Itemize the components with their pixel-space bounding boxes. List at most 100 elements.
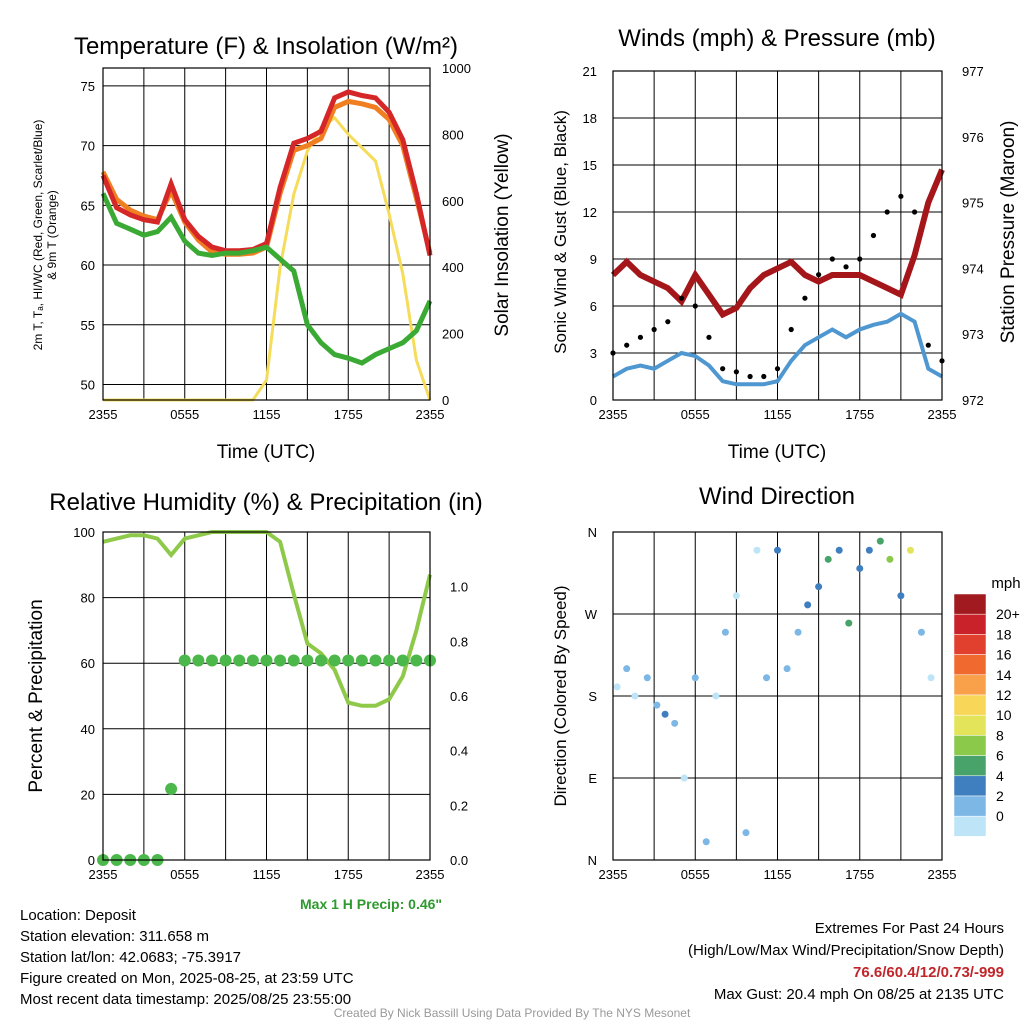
x-tick-label: 1155 bbox=[253, 407, 281, 422]
gust-point bbox=[706, 334, 712, 340]
precip-point bbox=[342, 654, 355, 667]
y2-tick-label: 400 bbox=[442, 260, 464, 275]
legend-swatch bbox=[953, 795, 987, 817]
gust-point bbox=[816, 272, 822, 278]
gust-point bbox=[720, 366, 726, 372]
y2-tick-label: 975 bbox=[962, 196, 984, 211]
gust-point bbox=[678, 295, 685, 301]
precip-point bbox=[287, 654, 300, 667]
precip-point bbox=[165, 782, 178, 795]
gust-point bbox=[898, 193, 904, 199]
wind-direction-point bbox=[783, 665, 791, 673]
gust-point bbox=[624, 342, 630, 348]
x-tick-label: 0555 bbox=[681, 407, 710, 422]
wind-direction-point bbox=[653, 701, 661, 709]
x-tick-label: 0555 bbox=[681, 867, 710, 882]
wind-direction-point bbox=[794, 628, 802, 636]
precip-point bbox=[328, 654, 341, 667]
extremes-line2: (High/Low/Max Wind/Precipitation/Snow De… bbox=[688, 942, 1004, 959]
wind-direction-point bbox=[886, 555, 894, 563]
gust-point bbox=[870, 232, 877, 239]
wind-direction-point bbox=[643, 674, 651, 682]
winds-ylabel: Sonic Wind & Gust (Blue, Black) bbox=[551, 110, 570, 354]
y2-tick-label: 0.0 bbox=[450, 853, 468, 868]
y2-tick-label: 0 bbox=[442, 393, 449, 408]
x-tick-label: 1755 bbox=[334, 867, 363, 882]
y-tick-label: 40 bbox=[81, 722, 95, 737]
legend-swatch bbox=[953, 775, 987, 797]
x-tick-label: 2355 bbox=[599, 407, 628, 422]
winds-title: Winds (mph) & Pressure (mb) bbox=[618, 25, 935, 52]
legend-swatch bbox=[953, 694, 987, 716]
max-precip-label: Max 1 H Precip: 0.46" bbox=[300, 896, 443, 912]
legend-tick-label: 4 bbox=[996, 768, 1004, 784]
y-tick-label: 60 bbox=[81, 656, 95, 671]
legend-swatch bbox=[953, 735, 987, 756]
wind-direction-point bbox=[845, 619, 853, 627]
legend-tick-label: 18 bbox=[996, 626, 1012, 642]
legend-tick-label: 12 bbox=[996, 687, 1012, 703]
y-tick-label: 60 bbox=[81, 258, 95, 273]
y2-tick-label: 976 bbox=[962, 130, 984, 145]
y-tick-label: 0 bbox=[590, 393, 597, 408]
gust-point bbox=[665, 319, 671, 325]
gust-point bbox=[911, 209, 918, 215]
location-text: Location: Deposit bbox=[20, 907, 136, 924]
temp-y2label: Solar Insolation (Yellow) bbox=[492, 133, 513, 336]
precip-point bbox=[192, 654, 205, 667]
wind-direction-point bbox=[631, 692, 639, 700]
gust-point bbox=[925, 342, 931, 348]
y2-tick-label: 800 bbox=[442, 127, 464, 142]
legend-tick-label: 8 bbox=[996, 727, 1004, 743]
legend-tick-label: 10 bbox=[996, 707, 1012, 723]
legend-swatch bbox=[953, 654, 987, 676]
wdir-title: Wind Direction bbox=[699, 483, 855, 510]
y-tick-label: 75 bbox=[81, 79, 95, 94]
wind-direction-point bbox=[691, 674, 699, 682]
x-tick-label: 1755 bbox=[334, 407, 363, 422]
y2-tick-label: 600 bbox=[442, 194, 464, 209]
recent-text: Most recent data timestamp: 2025/08/25 2… bbox=[20, 991, 352, 1008]
wind-direction-point bbox=[774, 546, 781, 554]
y-tick-label: 20 bbox=[81, 787, 95, 802]
x-tick-label: 2355 bbox=[89, 867, 118, 882]
gust-point bbox=[692, 303, 698, 309]
wind-direction-point bbox=[897, 592, 905, 600]
wind-direction-point bbox=[856, 564, 864, 572]
y2-tick-label: 0.2 bbox=[450, 798, 468, 813]
y-tick-label: 15 bbox=[583, 158, 597, 173]
wind-direction-point bbox=[763, 674, 771, 682]
y-tick-label: 3 bbox=[590, 346, 597, 361]
extremes-values: 76.6/60.4/12/0.73/-999 bbox=[853, 964, 1004, 981]
precip-point bbox=[315, 654, 327, 667]
x-tick-label: 0555 bbox=[170, 867, 199, 882]
y2-tick-label: 974 bbox=[962, 261, 984, 276]
y-tick-label: 21 bbox=[583, 64, 597, 79]
precip-point bbox=[219, 654, 232, 667]
wind-direction-point bbox=[917, 628, 925, 636]
wind-direction-point bbox=[613, 683, 621, 691]
y2-tick-label: 1.0 bbox=[450, 580, 468, 595]
legend-tick-label: 2 bbox=[996, 788, 1004, 804]
x-tick-label: 2355 bbox=[599, 867, 628, 882]
wind-direction-point bbox=[804, 601, 812, 609]
x-tick-label: 2355 bbox=[416, 407, 445, 422]
precip-point bbox=[233, 654, 246, 667]
gust-point bbox=[637, 334, 644, 340]
winds-xlabel: Time (UTC) bbox=[728, 442, 827, 463]
wind-direction-point bbox=[712, 692, 720, 700]
precip-point bbox=[383, 654, 396, 667]
gust-point bbox=[651, 326, 657, 333]
wind-direction-point bbox=[927, 674, 935, 682]
x-tick-label: 1755 bbox=[845, 867, 874, 882]
gust-point bbox=[802, 295, 808, 301]
legend-tick-label: 6 bbox=[996, 748, 1004, 764]
precip-point bbox=[206, 654, 218, 667]
wind-direction-point bbox=[721, 628, 729, 636]
temp-ylabel-line1: 2m T, Tₐ, HI/WC (Red, Green, Scarlet/Blu… bbox=[31, 120, 45, 351]
legend-swatch bbox=[953, 593, 987, 615]
wind-direction-point bbox=[671, 719, 679, 727]
legend-swatch bbox=[953, 755, 987, 777]
y-tick-label: W bbox=[585, 607, 598, 622]
